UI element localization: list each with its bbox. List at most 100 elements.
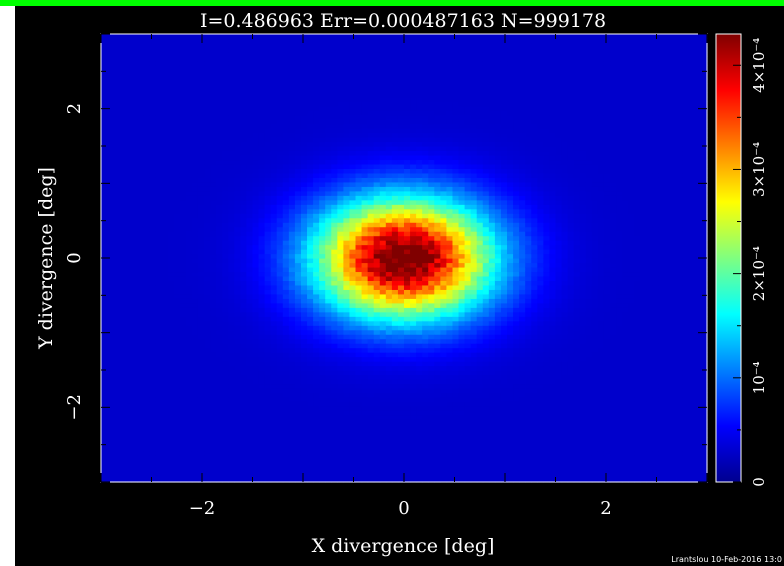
- heatmap-cell: [101, 60, 108, 66]
- heatmap-cell: [131, 78, 138, 84]
- heatmap-cell: [361, 302, 369, 308]
- heatmap-cell: [185, 325, 193, 331]
- heatmap-cell: [179, 423, 187, 429]
- heatmap-cell: [228, 437, 235, 443]
- heatmap-cell: [113, 352, 120, 358]
- heatmap-cell: [337, 383, 344, 389]
- heatmap-cell: [216, 450, 223, 456]
- heatmap-cell: [331, 168, 338, 174]
- heatmap-cell: [331, 154, 338, 161]
- heatmap-cell: [191, 181, 199, 187]
- heatmap-cell: [264, 347, 272, 353]
- heatmap-cell: [307, 423, 314, 429]
- heatmap-cell: [101, 137, 108, 143]
- heatmap-cell: [101, 235, 108, 241]
- heatmap-cell: [294, 396, 302, 402]
- heatmap-cell: [185, 383, 193, 389]
- heatmap-cell: [270, 410, 278, 416]
- heatmap-cell: [325, 262, 332, 268]
- heatmap-cell: [367, 186, 375, 192]
- heatmap-cell: [325, 123, 332, 129]
- heatmap-cell: [179, 199, 187, 205]
- heatmap-cell: [313, 423, 320, 429]
- heatmap-cell: [228, 298, 235, 304]
- heatmap-cell: [294, 405, 302, 411]
- heatmap-cell: [361, 414, 369, 420]
- heatmap-cell: [373, 446, 381, 452]
- heatmap-cell: [204, 396, 211, 402]
- heatmap-cell: [288, 128, 296, 134]
- heatmap-cell: [313, 365, 320, 371]
- heatmap-cell: [288, 343, 296, 349]
- heatmap-cell: [234, 266, 241, 273]
- heatmap-cell: [300, 370, 308, 376]
- heatmap-cell: [391, 128, 399, 134]
- heatmap-cell: [270, 172, 278, 178]
- heatmap-cell: [167, 437, 175, 443]
- heatmap-cell: [185, 51, 193, 57]
- heatmap-cell: [240, 208, 248, 214]
- heatmap-cell: [204, 432, 211, 438]
- heatmap-cell: [379, 163, 387, 169]
- heatmap-cell: [222, 378, 229, 385]
- heatmap-cell: [137, 204, 145, 210]
- heatmap-cell: [313, 405, 320, 411]
- heatmap-cell: [216, 190, 223, 196]
- heatmap-cell: [270, 432, 278, 438]
- heatmap-cell: [367, 392, 375, 398]
- heatmap-cell: [373, 284, 381, 290]
- heatmap-cell: [391, 208, 399, 214]
- heatmap-cell: [204, 204, 211, 210]
- heatmap-cell: [313, 347, 320, 353]
- heatmap-cell: [179, 60, 187, 66]
- heatmap-cell: [349, 455, 357, 461]
- heatmap-cell: [343, 419, 351, 425]
- heatmap-cell: [343, 249, 351, 255]
- heatmap-cell: [191, 441, 199, 447]
- heatmap-cell: [294, 253, 302, 259]
- heatmap-cell: [343, 383, 351, 389]
- heatmap-cell: [173, 343, 181, 349]
- heatmap-cell: [204, 302, 211, 308]
- heatmap-cell: [264, 298, 272, 304]
- heatmap-cell: [349, 163, 357, 169]
- heatmap-cell: [185, 47, 193, 53]
- heatmap-cell: [107, 329, 114, 335]
- heatmap-cell: [331, 401, 338, 407]
- heatmap-cell: [137, 186, 145, 192]
- heatmap-cell: [252, 311, 260, 317]
- heatmap-cell: [210, 154, 217, 161]
- heatmap-cell: [331, 87, 338, 93]
- heatmap-cell: [131, 172, 138, 178]
- heatmap-cell: [373, 222, 381, 228]
- heatmap-cell: [276, 168, 284, 174]
- heatmap-cell: [197, 378, 205, 385]
- heatmap-cell: [107, 253, 114, 259]
- heatmap-cell: [264, 410, 272, 416]
- heatmap-cell: [349, 154, 357, 161]
- heatmap-cell: [288, 101, 296, 107]
- heatmap-cell: [155, 105, 163, 111]
- heatmap-cell: [167, 34, 175, 40]
- heatmap-cell: [258, 74, 266, 80]
- heatmap-cell: [258, 325, 266, 331]
- heatmap-cell: [300, 150, 308, 156]
- heatmap-cell: [119, 181, 126, 187]
- heatmap-cell: [288, 258, 296, 264]
- heatmap-cell: [197, 473, 205, 479]
- heatmap-cell: [197, 316, 205, 322]
- heatmap-cell: [161, 217, 169, 223]
- heatmap-cell: [397, 231, 405, 237]
- heatmap-cell: [113, 249, 120, 255]
- heatmap-cell: [149, 69, 157, 75]
- heatmap-cell: [264, 163, 272, 169]
- heatmap-cell: [143, 204, 151, 210]
- heatmap-cell: [107, 473, 114, 479]
- heatmap-cell: [191, 204, 199, 210]
- heatmap-cell: [161, 356, 169, 362]
- heatmap-cell: [258, 123, 266, 129]
- heatmap-cell: [337, 423, 344, 429]
- heatmap-cell: [155, 199, 163, 205]
- heatmap-cell: [246, 83, 254, 89]
- heatmap-cell: [125, 275, 132, 281]
